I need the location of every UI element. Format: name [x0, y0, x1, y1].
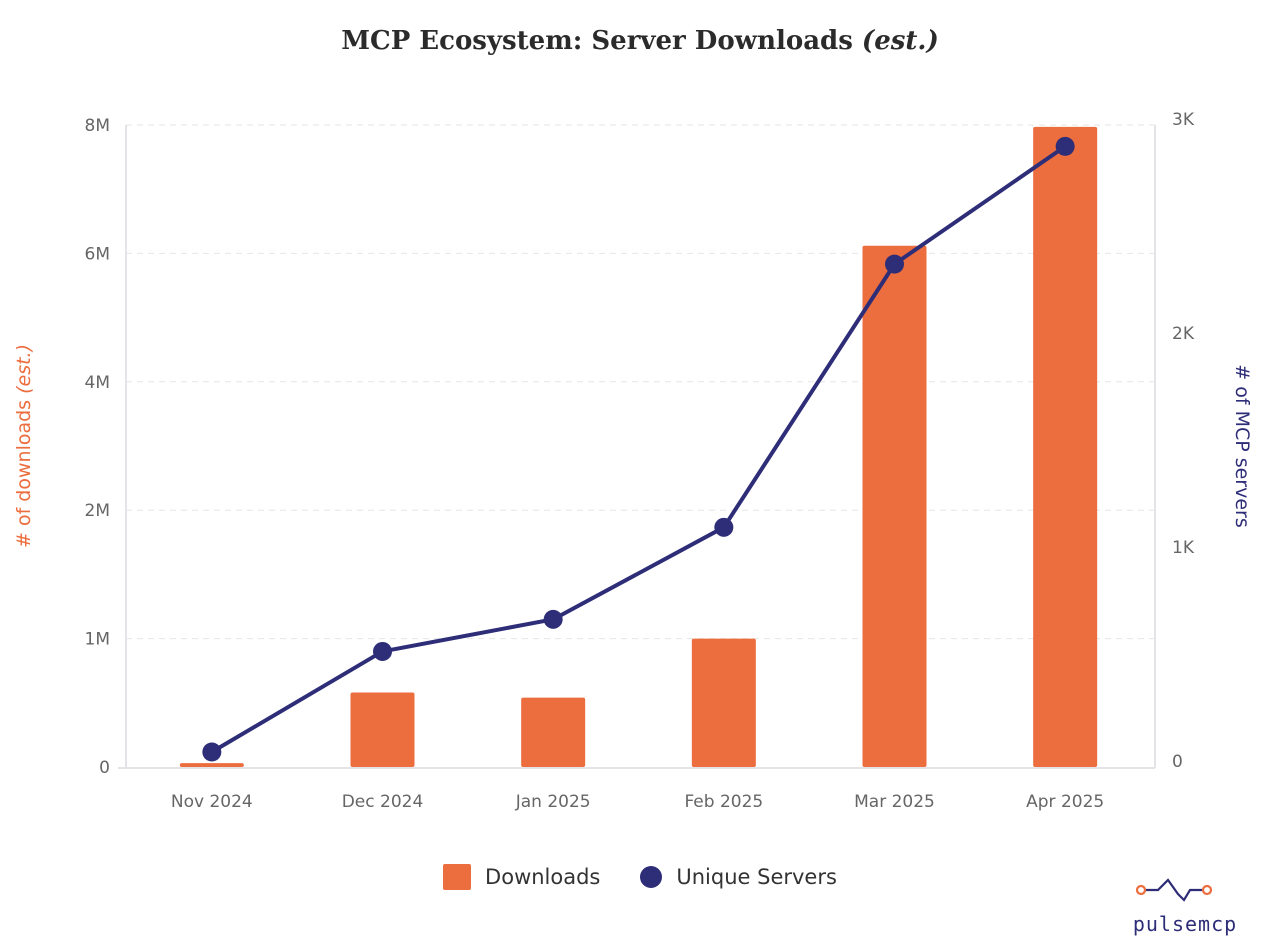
x-tick-label: Apr 2025: [1026, 792, 1104, 812]
bar-downloads: [1033, 126, 1098, 767]
pulsemcp-logo: pulsemcp: [1130, 876, 1240, 936]
line-unique-servers: [210, 144, 1067, 754]
y-right-tick-label: 1K: [1172, 538, 1195, 558]
point-unique-servers: [543, 609, 563, 629]
y-right-axis-label: # of MCP servers: [1231, 364, 1253, 528]
point-unique-servers: [714, 517, 734, 537]
y-left-tick-label: 2M: [85, 501, 110, 521]
y-right-tick-label: 3K: [1172, 110, 1195, 130]
bar-downloads: [862, 245, 927, 768]
bar-downloads: [350, 692, 415, 767]
logo-text: pulsemcp: [1132, 912, 1238, 936]
legend-item-downloads[interactable]: Downloads: [443, 864, 600, 890]
x-tick-label: Mar 2025: [854, 792, 935, 812]
bar-downloads: [179, 763, 244, 767]
point-unique-servers: [373, 641, 392, 661]
y-left-axis-label: # of downloads (est.): [13, 344, 35, 548]
x-tick-label: Feb 2025: [684, 792, 763, 812]
legend-label: Unique Servers: [676, 865, 837, 889]
legend-swatch-downloads: [443, 864, 472, 890]
legend-label: Downloads: [485, 865, 601, 889]
legend-item-servers[interactable]: Unique Servers: [640, 864, 837, 890]
y-left-tick-label: 6M: [85, 244, 110, 264]
x-tick-label: Dec 2024: [342, 792, 424, 812]
x-tick-label: Jan 2025: [515, 792, 591, 812]
y-right-tick-label: 0: [1172, 752, 1183, 772]
pulse-icon: [1135, 878, 1213, 902]
y-left-tick-label: 8M: [85, 116, 110, 136]
bar-downloads: [521, 697, 586, 767]
point-unique-servers: [885, 254, 904, 274]
point-unique-servers: [1055, 136, 1075, 156]
bar-downloads: [691, 638, 756, 767]
y-right-tick-label: 2K: [1172, 324, 1195, 344]
x-tick-label: Nov 2024: [171, 792, 253, 812]
point-unique-servers: [202, 742, 222, 762]
chart-title: MCP Ecosystem: Server Downloads (est.): [341, 26, 939, 56]
y-left-tick-label: 0: [99, 758, 110, 778]
legend-swatch-servers: [640, 866, 663, 888]
y-left-tick-label: 1M: [85, 630, 110, 650]
legend: Downloads Unique Servers: [0, 864, 1280, 890]
y-left-tick-label: 4M: [85, 373, 110, 393]
y-left-axis-label-suffix: (est.): [13, 344, 35, 394]
